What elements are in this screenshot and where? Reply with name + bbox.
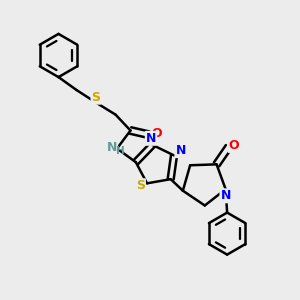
- Text: S: S: [136, 179, 145, 192]
- Text: N: N: [176, 144, 186, 157]
- Text: H: H: [116, 146, 125, 156]
- Text: S: S: [92, 91, 100, 104]
- Text: N: N: [106, 141, 117, 154]
- Text: O: O: [229, 139, 239, 152]
- Text: N: N: [146, 132, 156, 145]
- Text: N: N: [220, 189, 231, 202]
- Text: O: O: [151, 127, 162, 140]
